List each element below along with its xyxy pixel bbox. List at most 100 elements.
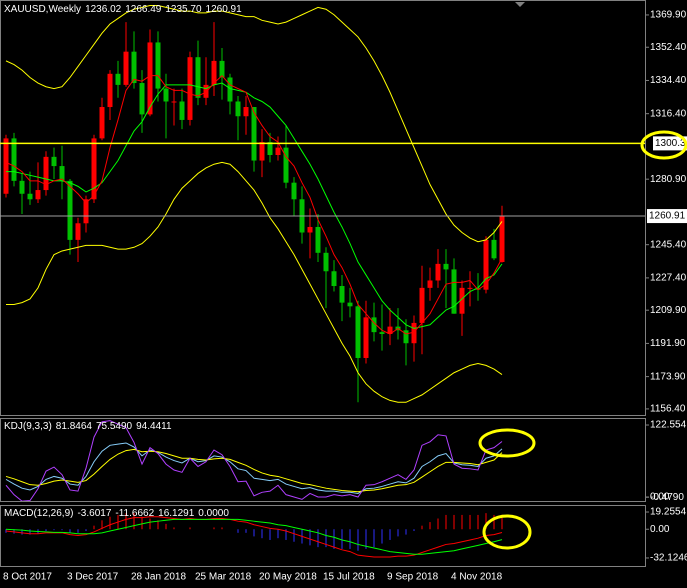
- histogram-bar: [141, 516, 143, 530]
- series-line: [5, 420, 503, 501]
- candle-body: [499, 216, 505, 262]
- y-tick-label: 1352.40: [650, 42, 687, 53]
- hist-down: 0.0000: [198, 508, 229, 519]
- x-tick-label: 3 Dec 2017: [67, 572, 119, 583]
- axes: 1369.90 1352.40 1334.40 1316.40 1280.90 1245.…: [3, 10, 687, 583]
- candle-body: [211, 60, 217, 85]
- histogram-bar: [405, 529, 407, 535]
- candle-body: [251, 107, 257, 161]
- scroll-marker: [515, 2, 525, 7]
- candle-body: [363, 317, 369, 358]
- candle-body: [227, 77, 233, 102]
- histogram-bar: [397, 529, 399, 537]
- histogram-bar: [45, 529, 47, 532]
- histogram-bar: [277, 529, 279, 539]
- x-tick-label: 8 Oct 2017: [3, 572, 52, 583]
- candle-body: [475, 287, 481, 290]
- x-tick-label: 28 Jan 2018: [131, 572, 186, 583]
- candle-body: [83, 199, 89, 224]
- y-tick-label: 1334.40: [650, 75, 687, 86]
- histogram-bar: [221, 527, 223, 530]
- candle-body: [315, 226, 321, 253]
- histogram-bar: [69, 529, 71, 533]
- histogram-bar: [189, 527, 191, 530]
- candle-body: [187, 57, 193, 120]
- candle-body: [379, 332, 385, 334]
- candle-body: [347, 302, 353, 307]
- histogram-bar: [293, 529, 295, 542]
- candle-body: [123, 51, 129, 85]
- series-line: [6, 161, 503, 403]
- candle-body: [491, 239, 497, 259]
- series-line: [5, 516, 503, 558]
- candle-body: [203, 84, 209, 98]
- histogram-bar: [381, 529, 383, 544]
- histogram-bar: [101, 520, 103, 530]
- candle-body: [75, 223, 81, 240]
- histogram-bar: [53, 529, 55, 531]
- histogram-bar: [333, 529, 335, 549]
- candle-body: [11, 138, 17, 181]
- candle-body: [51, 156, 57, 167]
- y-tick-label: 1156.40: [650, 404, 686, 415]
- candle-body: [99, 107, 105, 139]
- candle-body: [339, 286, 345, 303]
- y-tick-label: 122.554: [650, 420, 687, 431]
- candle-body: [43, 156, 49, 191]
- k: 81.8464: [56, 421, 93, 432]
- y-tick-label: -0.4790: [650, 492, 684, 503]
- y-tick-label: 1280.90: [650, 174, 687, 185]
- candle-body: [467, 287, 473, 289]
- histogram-bar: [109, 516, 111, 530]
- histogram-bar: [493, 514, 495, 530]
- series-line: [5, 74, 503, 335]
- histogram-bar: [213, 527, 215, 530]
- candle-body: [243, 107, 249, 117]
- candle-body: [155, 42, 161, 89]
- candle-body: [219, 60, 225, 78]
- histogram-bar: [469, 514, 471, 530]
- candle-body: [235, 101, 241, 117]
- histogram-bar: [309, 529, 311, 546]
- series-line: [5, 518, 503, 555]
- d: 75.5490: [96, 421, 133, 432]
- histogram-bar: [133, 513, 135, 530]
- y-tick-label: 1316.40: [650, 108, 687, 119]
- close: 1260.91: [206, 4, 243, 15]
- histogram-bar: [173, 527, 175, 530]
- price-header: XAUUSD,Weekly 1236.02 1266.49 1235.70 1260.9…: [4, 4, 242, 15]
- histogram-bar: [269, 529, 271, 540]
- signal: -11.6662: [115, 508, 154, 519]
- series-line: [5, 5, 503, 243]
- candle-body: [307, 226, 313, 233]
- candle-body: [179, 101, 185, 120]
- hist-up: 16.1291: [158, 508, 195, 519]
- series-line: [6, 82, 503, 329]
- candle-body: [283, 147, 289, 183]
- macd-panel: [0, 505, 646, 567]
- price-plot: [0, 5, 645, 403]
- candle-body: [483, 239, 489, 290]
- histogram-bar: [357, 529, 359, 551]
- price-label-box: [653, 136, 687, 151]
- y-tick-label: 1173.90: [650, 371, 686, 382]
- candle-body: [91, 138, 97, 200]
- histogram-bar: [365, 529, 367, 549]
- candle-body: [27, 193, 33, 200]
- y-tick-label: 1369.90: [650, 10, 687, 21]
- x-tick-label: 25 Mar 2018: [195, 572, 252, 583]
- candle-body: [259, 142, 265, 161]
- histogram-bar: [125, 513, 127, 530]
- histogram-bar: [93, 525, 95, 530]
- histogram-bar: [445, 514, 447, 530]
- histogram-bar: [477, 514, 479, 530]
- histogram-bar: [285, 529, 287, 540]
- x-tick-label: 4 Nov 2018: [451, 572, 503, 583]
- y-tick-label: 0.00: [650, 524, 670, 535]
- kdj-title: KDJ(9,3,3): [4, 421, 52, 432]
- price-label: 1260.91: [649, 211, 686, 222]
- histogram-bar: [349, 529, 351, 549]
- candle-body: [427, 280, 433, 288]
- candle-body: [67, 180, 73, 240]
- histogram-bar: [157, 520, 159, 530]
